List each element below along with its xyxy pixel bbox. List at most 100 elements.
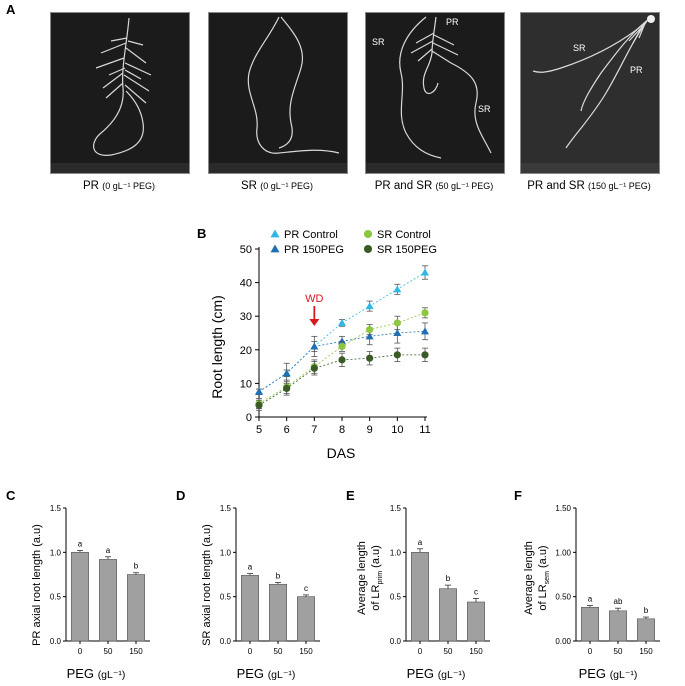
legend-label: PR Control bbox=[284, 229, 338, 241]
e-bars: 0.0 0.5 1.0 1.5 a 0 b 50 c 150 bbox=[390, 504, 490, 656]
y-tick-label: 0.5 bbox=[390, 593, 402, 602]
legend-marker bbox=[363, 229, 373, 239]
photo-4-label-sr: SR bbox=[573, 43, 586, 53]
photo-2-caption: SR (0 gL⁻¹ PEG) bbox=[218, 180, 336, 192]
bar-chart-d: D SR axial root length (a.u) PEG (gL⁻¹) … bbox=[176, 488, 320, 681]
bar-chart-e: E Average length of LRprim (a.u) PEG (gL… bbox=[346, 488, 490, 681]
bar bbox=[609, 610, 627, 642]
e-ylabel-sub: prim bbox=[377, 571, 384, 585]
f-ylabel-suffix: (a.u) bbox=[537, 545, 549, 571]
panel-e-letter: E bbox=[346, 488, 355, 503]
plot-series bbox=[255, 265, 429, 411]
y-tick-label: 1.50 bbox=[555, 504, 571, 513]
data-point bbox=[338, 342, 346, 351]
x-tick-label: 11 bbox=[419, 424, 430, 436]
photo-4-caption-main: PR and SR bbox=[527, 180, 585, 192]
y-tick-label: 10 bbox=[240, 378, 252, 390]
root-photo-4: SR PR bbox=[520, 12, 660, 174]
y-tick-label: 30 bbox=[240, 311, 252, 323]
legend-marker bbox=[270, 229, 280, 238]
bar bbox=[297, 596, 315, 642]
root-photo-1 bbox=[50, 12, 190, 174]
panel-c-letter: C bbox=[6, 488, 16, 503]
f-ylabel-prefix: of LR bbox=[537, 584, 549, 610]
data-point bbox=[310, 364, 318, 372]
x-tick-label: 150 bbox=[639, 647, 653, 656]
root-drawing-2 bbox=[209, 16, 347, 173]
panel-d-letter: D bbox=[176, 488, 185, 503]
x-axis-label: DAS bbox=[327, 445, 356, 461]
c-x-axis-unit: (gL⁻¹) bbox=[98, 669, 126, 681]
d-x-axis-label: PEG (gL⁻¹) bbox=[237, 666, 296, 681]
x-tick-label: 150 bbox=[469, 647, 483, 656]
photo-1-caption-main: PR bbox=[83, 180, 99, 192]
x-tick-label: 7 bbox=[311, 424, 317, 436]
data-point bbox=[283, 384, 291, 393]
photo-4-caption: PR and SR (150 gL⁻¹ PEG) bbox=[508, 180, 670, 192]
data-point bbox=[393, 351, 401, 359]
photo-3-caption-main: PR and SR bbox=[374, 180, 433, 192]
photo-2-caption-main: SR bbox=[241, 180, 257, 192]
y-tick-label: 0 bbox=[246, 412, 252, 424]
e-y-axis-label-line1: Average length bbox=[356, 541, 368, 615]
x-tick-label: 150 bbox=[299, 647, 313, 656]
significance-letter: c bbox=[304, 584, 308, 593]
root-drawing-1 bbox=[51, 17, 189, 173]
data-point bbox=[366, 326, 374, 334]
x-tick-label: 50 bbox=[274, 647, 283, 656]
y-tick-label: 1.0 bbox=[50, 548, 62, 557]
e-ylabel-suffix: (a.u) bbox=[370, 545, 382, 571]
e-x-axis-unit: (gL⁻¹) bbox=[438, 669, 466, 681]
data-point bbox=[421, 351, 429, 359]
legend-label: SR 150PEG bbox=[377, 244, 437, 256]
bar bbox=[99, 559, 117, 642]
data-point bbox=[366, 354, 374, 362]
c-x-axis-main: PEG bbox=[67, 666, 94, 681]
x-tick-label: 10 bbox=[391, 424, 403, 436]
plot-axes: 0 10 20 30 40 50 5 6 7 8 9 10 11 bbox=[240, 244, 431, 436]
y-axis-label: Root length (cm) bbox=[209, 295, 225, 398]
wd-annotation: WD bbox=[305, 293, 324, 326]
photo-4-label-pr: PR bbox=[630, 65, 643, 75]
data-point bbox=[393, 329, 402, 336]
y-tick-label: 0.00 bbox=[555, 637, 571, 646]
f-bars: 0.00 0.50 1.00 1.50 a 0 ab 50 b 150 bbox=[555, 504, 660, 656]
bar bbox=[269, 583, 287, 642]
significance-letter: b bbox=[644, 606, 649, 615]
y-tick-label: 0.5 bbox=[50, 593, 62, 602]
photo-3-caption: PR and SR (50 gL⁻¹ PEG) bbox=[358, 180, 510, 192]
panel-f-letter: F bbox=[514, 488, 522, 503]
data-point bbox=[421, 268, 429, 276]
f-x-axis-unit: (gL⁻¹) bbox=[610, 669, 638, 681]
data-point bbox=[338, 337, 346, 345]
x-tick-label: 50 bbox=[614, 647, 623, 656]
x-tick-label: 150 bbox=[129, 647, 143, 656]
f-y-axis-label-line2: of LRsem (a.u) bbox=[537, 545, 551, 610]
y-tick-label: 1.0 bbox=[390, 548, 402, 557]
d-bars: 0.0 0.5 1.0 1.5 a 0 b 50 c 150 bbox=[220, 504, 320, 656]
wd-label: WD bbox=[305, 293, 323, 305]
significance-letter: b bbox=[446, 574, 451, 583]
y-tick-label: 1.0 bbox=[220, 548, 232, 557]
c-bars: 0.0 0.5 1.0 1.5 a 0 a 50 b 150 bbox=[50, 504, 150, 656]
root-drawing-3 bbox=[366, 16, 504, 173]
c-y-axis-label: PR axial root length (a.u) bbox=[31, 524, 43, 646]
data-point bbox=[365, 332, 374, 340]
f-y-axis-label-line1: Average length bbox=[523, 541, 535, 615]
significance-letter: a bbox=[106, 546, 111, 555]
e-x-axis-label: PEG (gL⁻¹) bbox=[407, 666, 466, 681]
significance-letter: b bbox=[276, 571, 281, 580]
d-x-axis-unit: (gL⁻¹) bbox=[268, 669, 296, 681]
data-point bbox=[393, 285, 402, 293]
bar bbox=[127, 574, 145, 642]
data-point bbox=[421, 309, 429, 317]
line-chart-b: B Root length (cm) DAS 0 10 20 30 40 50 5 6 7 8 9 1… bbox=[197, 226, 437, 461]
e-y-axis-label-line2: of LRprim (a.u) bbox=[370, 545, 384, 611]
photo-1-caption-detail: (0 gL⁻¹ PEG) bbox=[102, 181, 155, 191]
y-tick-label: 1.5 bbox=[220, 504, 232, 513]
c-x-axis-label: PEG (gL⁻¹) bbox=[67, 666, 126, 681]
x-tick-label: 0 bbox=[248, 647, 253, 656]
photo-3-label-pr: PR bbox=[446, 17, 459, 27]
bar bbox=[439, 588, 457, 642]
data-point bbox=[282, 369, 291, 377]
